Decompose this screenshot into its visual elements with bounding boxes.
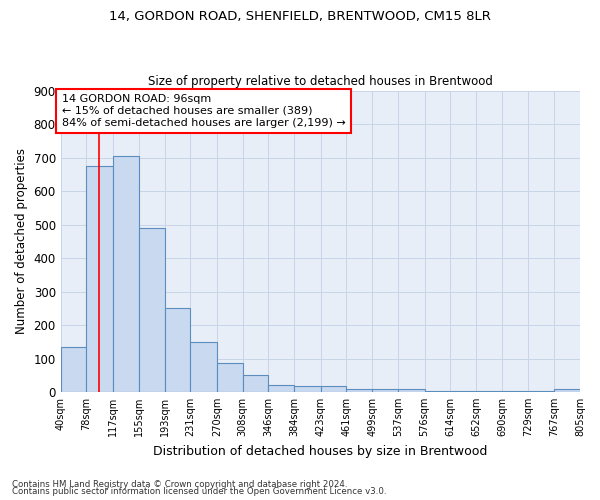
Bar [61,347,86,392]
Text: 14 GORDON ROAD: 96sqm
← 15% of detached houses are smaller (389)
84% of semi-det: 14 GORDON ROAD: 96sqm ← 15% of detached … [62,94,346,128]
Bar [164,308,190,392]
Y-axis label: Number of detached properties: Number of detached properties [15,148,28,334]
Bar [86,166,113,392]
X-axis label: Distribution of detached houses by size in Brentwood: Distribution of detached houses by size … [153,444,488,458]
Text: Contains HM Land Registry data © Crown copyright and database right 2024.: Contains HM Land Registry data © Crown c… [12,480,347,489]
Bar [113,156,139,392]
Bar [398,388,425,392]
Bar [268,384,294,392]
Bar [346,388,372,392]
Title: Size of property relative to detached houses in Brentwood: Size of property relative to detached ho… [148,76,493,88]
Bar [190,342,217,392]
Text: Contains public sector information licensed under the Open Government Licence v3: Contains public sector information licen… [12,487,386,496]
Text: 14, GORDON ROAD, SHENFIELD, BRENTWOOD, CM15 8LR: 14, GORDON ROAD, SHENFIELD, BRENTWOOD, C… [109,10,491,23]
Bar [139,228,164,392]
Bar [372,388,398,392]
Bar [294,386,320,392]
Bar [320,386,346,392]
Bar [554,390,580,392]
Bar [217,362,242,392]
Bar [242,375,268,392]
